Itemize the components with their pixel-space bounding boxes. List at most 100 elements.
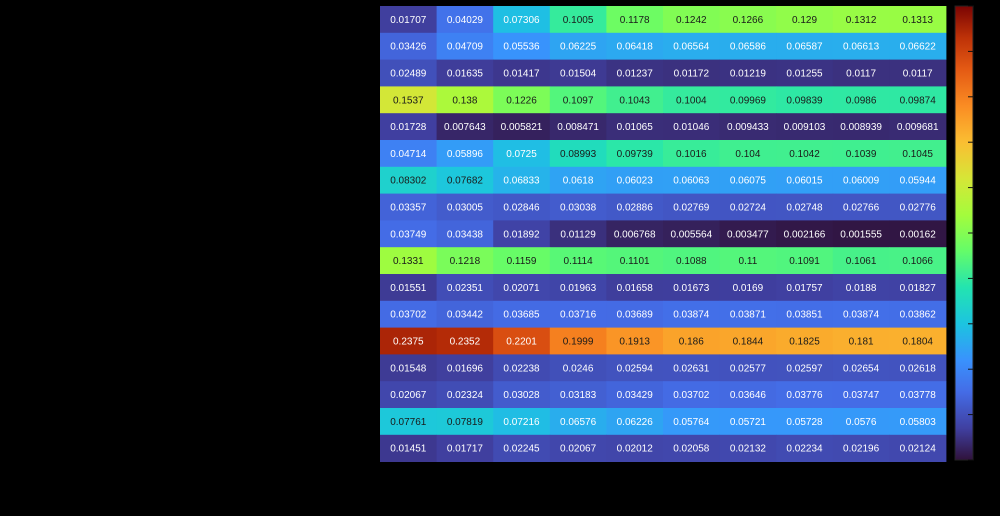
cell-value-label: 0.129: [792, 15, 817, 26]
cell-value-label: 0.03862: [900, 310, 937, 321]
cell-value-label: 0.0725: [506, 149, 537, 160]
heatmap-cell: [719, 113, 777, 141]
cell-value-label: 0.186: [679, 337, 704, 348]
heatmap-cell: [719, 274, 777, 302]
cell-value-label: 0.1242: [676, 15, 707, 26]
heatmap-cells: 0.01707 0.04029 0.07306 0.1005 0.1178 0.1242 0…: [380, 6, 947, 462]
heatmap-cell: [549, 434, 607, 462]
cell-value-label: 0.1159: [507, 256, 537, 267]
heatmap-cell: [549, 327, 607, 355]
heatmap-cell: [889, 434, 947, 462]
cell-value-label: 0.104: [735, 149, 760, 160]
heatmap-cell: [663, 166, 720, 194]
cell-value-label: 0.06833: [503, 176, 540, 187]
cell-value-label: 0.1061: [846, 256, 877, 267]
cell-value-label: 0.03851: [786, 310, 823, 321]
heatmap-cell: [380, 86, 437, 114]
cell-value-label: 0.04709: [447, 42, 484, 53]
cell-value-label: 0.07306: [503, 15, 540, 26]
cell-value-label: 0.01757: [786, 283, 823, 294]
heatmap-cell: [832, 327, 890, 355]
heatmap-cell: [493, 220, 551, 248]
cell-value-label: 0.02886: [617, 203, 654, 214]
heatmap-cell: [549, 247, 607, 275]
cell-value-label: 0.03442: [447, 310, 484, 321]
cell-value-label: 0.05764: [673, 417, 710, 428]
heatmap-cell: [606, 32, 664, 60]
heatmap-cell: [493, 274, 551, 302]
heatmap-cell: [436, 408, 494, 436]
cell-value-label: 0.008939: [840, 122, 882, 133]
cell-value-label: 0.02631: [673, 363, 710, 374]
cell-value-label: 0.007643: [444, 122, 486, 133]
heatmap-cell: [606, 381, 664, 409]
heatmap-cell: [549, 354, 607, 382]
heatmap-cell: [380, 381, 437, 409]
heatmap-cell: [776, 327, 834, 355]
heatmap-cell: [832, 59, 890, 87]
cell-value-label: 0.02577: [730, 363, 767, 374]
cell-value-label: 0.01827: [900, 283, 937, 294]
cell-value-label: 0.1004: [676, 95, 707, 106]
cell-value-label: 0.01892: [503, 229, 540, 240]
heatmap-cell: [436, 300, 494, 328]
cell-value-label: 0.05803: [900, 417, 937, 428]
cell-value-label: 0.06023: [617, 176, 654, 187]
heatmap-cell: [606, 140, 664, 168]
heatmap-cell: [719, 247, 777, 275]
cell-value-label: 0.1097: [563, 95, 594, 106]
cell-value-label: 0.009103: [784, 122, 826, 133]
heatmap-cell: [663, 300, 720, 328]
heatmap-cell: [663, 32, 720, 60]
heatmap-cell: [380, 140, 437, 168]
cell-value-label: 0.1313: [902, 15, 933, 26]
cell-value-label: 0.1042: [789, 149, 820, 160]
cell-value-label: 0.02196: [843, 444, 880, 455]
cell-value-label: 0.04029: [447, 15, 484, 26]
cell-value-label: 0.06587: [786, 42, 823, 53]
cell-value-label: 0.1091: [789, 256, 820, 267]
cell-value-label: 0.01237: [617, 69, 654, 80]
cell-value-label: 0.02067: [390, 390, 427, 401]
cell-value-label: 0.1178: [620, 15, 650, 26]
heatmap-cell: [719, 59, 777, 87]
cell-value-label: 0.00162: [900, 229, 937, 240]
heatmap-cell: [493, 300, 551, 328]
cell-value-label: 0.08302: [390, 176, 427, 187]
cell-value-label: 0.0618: [563, 176, 594, 187]
cell-value-label: 0.06418: [617, 42, 654, 53]
heatmap-cell: [889, 113, 947, 141]
heatmap-cell: [380, 193, 437, 221]
heatmap-cell: [380, 354, 437, 382]
heatmap-cell: [606, 327, 664, 355]
cell-value-label: 0.009681: [897, 122, 939, 133]
heatmap-cell: [889, 327, 947, 355]
cell-value-label: 0.03426: [390, 42, 427, 53]
heatmap-cell: [719, 86, 777, 114]
heatmap-cell: [663, 434, 720, 462]
cell-value-label: 0.06576: [560, 417, 597, 428]
heatmap-cell: [380, 300, 437, 328]
heatmap-cell: [776, 166, 834, 194]
cell-value-label: 0.02766: [843, 203, 880, 214]
heatmap-cell: [832, 300, 890, 328]
cell-value-label: 0.03685: [503, 310, 540, 321]
cell-value-label: 0.02776: [900, 203, 937, 214]
heatmap-cell: [719, 140, 777, 168]
heatmap-cell: [719, 32, 777, 60]
cell-value-label: 0.1039: [846, 149, 877, 160]
heatmap-cell: [663, 408, 720, 436]
heatmap-cell: [606, 86, 664, 114]
cell-value-label: 0.1913: [619, 337, 650, 348]
cell-value-label: 0.05536: [503, 42, 540, 53]
heatmap-cell: [889, 381, 947, 409]
cell-value-label: 0.03778: [900, 390, 937, 401]
heatmap-cell: [889, 32, 947, 60]
cell-value-label: 0.005564: [670, 229, 712, 240]
heatmap-cell: [776, 354, 834, 382]
cell-value-label: 0.09874: [900, 95, 937, 106]
heatmap-cell: [889, 86, 947, 114]
cell-value-label: 0.06622: [900, 42, 937, 53]
cell-value-label: 0.02058: [673, 444, 710, 455]
